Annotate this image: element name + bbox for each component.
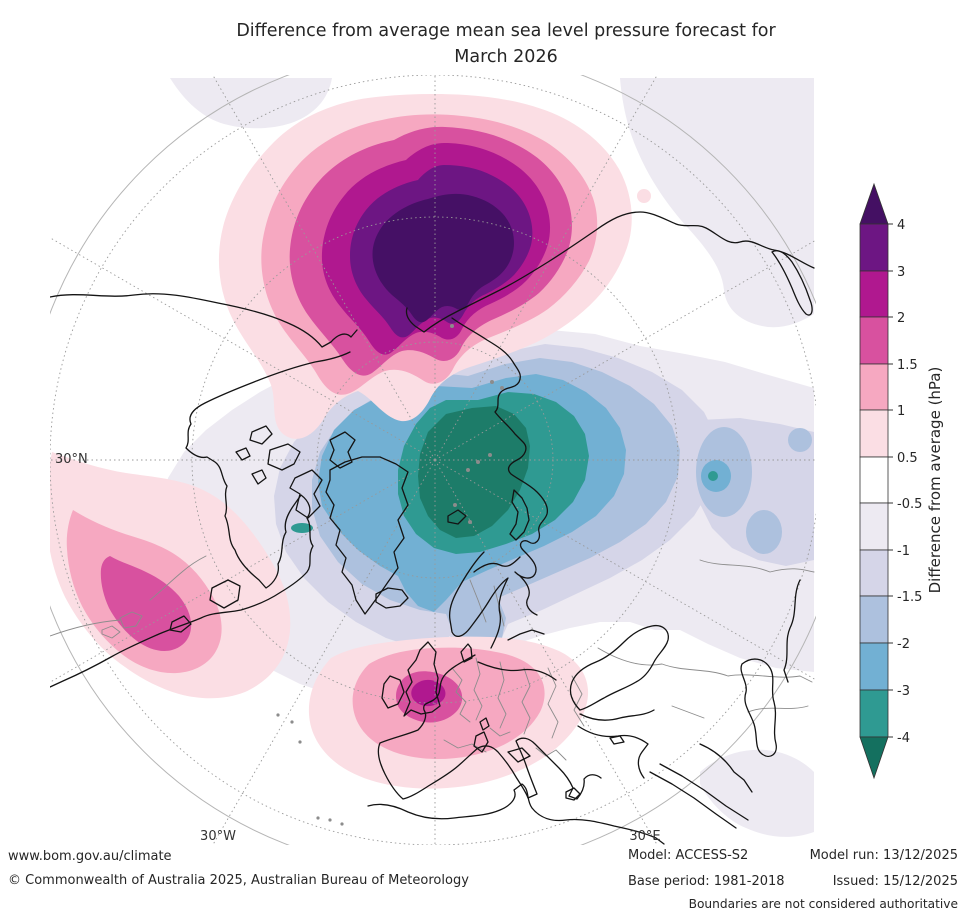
coast-scandinavia bbox=[448, 551, 509, 649]
border-us-canada bbox=[50, 555, 207, 637]
colorbar-tick-m2: -2 bbox=[897, 637, 910, 652]
figure-title-line1: Difference from average mean sea level p… bbox=[236, 21, 776, 41]
contour-negative-0p5-topleft bbox=[170, 78, 332, 129]
footer-disclaimer: Boundaries are not considered authoritat… bbox=[689, 897, 958, 911]
contour-negative-0p5-topright bbox=[620, 78, 814, 328]
footer: www.bom.gov.au/climate © Commonwealth of… bbox=[8, 848, 958, 911]
border-europe bbox=[443, 657, 585, 761]
contour-negative-0p5-bottomright bbox=[700, 749, 814, 837]
contour-negative-3-baffin bbox=[291, 523, 313, 533]
coast-sicily bbox=[507, 747, 531, 763]
figure-title-line2: March 2026 bbox=[454, 47, 557, 67]
colorbar-tick-0p5: 0.5 bbox=[897, 451, 918, 466]
colorbar-axis-label: Difference from average (hPa) bbox=[926, 367, 944, 594]
lon-label-30w: 30°W bbox=[200, 829, 236, 844]
coast-sardinia-corsica bbox=[473, 717, 490, 753]
border-great-lakes bbox=[101, 611, 143, 639]
footer-issued: Issued: 15/12/2025 bbox=[833, 874, 958, 889]
colorbar-band-1p5-2 bbox=[859, 316, 889, 365]
colorbar-band-m1-m1p5 bbox=[859, 549, 889, 597]
colorbar-arrow-top bbox=[859, 182, 889, 225]
colorbar-band-m0p5-m1 bbox=[859, 502, 889, 551]
coast-nova-scotia bbox=[169, 615, 192, 633]
contour-negative-4-core bbox=[418, 406, 530, 538]
colorbar-band-m1p5-m2 bbox=[859, 595, 889, 644]
coast-kamchatka bbox=[771, 250, 813, 316]
coast-newfoundland bbox=[209, 579, 241, 609]
colorbar-band-3-4 bbox=[859, 223, 889, 272]
colorbar-band-2-3 bbox=[859, 270, 889, 318]
coast-cyprus bbox=[609, 735, 625, 745]
coast-arctic-islands bbox=[235, 425, 356, 519]
colorbar-tick-3: 3 bbox=[897, 265, 905, 280]
coast-west-europe bbox=[377, 654, 602, 800]
colorbar-tick-m4: -4 bbox=[897, 731, 910, 746]
coast-greenland bbox=[325, 456, 409, 615]
colorbar-tick-m0p5: -0.5 bbox=[897, 497, 922, 512]
footer-model: Model: ACCESS-S2 bbox=[628, 848, 748, 863]
coast-kola-whitesea bbox=[473, 556, 538, 616]
coast-turkey-levant bbox=[577, 709, 655, 779]
coastlines bbox=[50, 211, 815, 845]
contour-negative-3-balkhash bbox=[708, 471, 718, 481]
footer-model-run: Model run: 13/12/2025 bbox=[810, 848, 958, 863]
colorbar-arrow-bottom bbox=[859, 736, 889, 780]
colorbar-band-0p5-1 bbox=[859, 409, 889, 458]
coast-ne-siberia bbox=[405, 211, 815, 333]
border-russia-asia bbox=[597, 559, 815, 719]
small-islands bbox=[276, 324, 504, 826]
coast-svalbard bbox=[447, 509, 467, 525]
coast-siberia-arctic bbox=[451, 317, 549, 579]
lon-label-30e: 30°E bbox=[629, 829, 660, 844]
colorbar-band-1-1p5 bbox=[859, 363, 889, 411]
colorbar-tick-m1p5: -1.5 bbox=[897, 590, 922, 605]
contour-0p5-dot-ne bbox=[637, 189, 651, 203]
colorbar-band-m3-m4 bbox=[859, 689, 889, 738]
coast-red-sea bbox=[649, 763, 749, 829]
coast-ireland bbox=[381, 675, 405, 709]
coast-great-britain bbox=[403, 641, 441, 717]
coast-baltic bbox=[477, 629, 557, 681]
footer-website: www.bom.gov.au/climate bbox=[8, 849, 172, 864]
coast-north-america bbox=[50, 293, 358, 688]
footer-copyright: © Commonwealth of Australia 2025, Austra… bbox=[8, 873, 469, 888]
colorbar-band-m2-m3 bbox=[859, 642, 889, 691]
colorbar: 4 3 2 1.5 1 0.5 -0.5 -1 -1.5 -2 -3 -4 Di… bbox=[859, 182, 944, 780]
colorbar-band-white bbox=[859, 456, 889, 504]
coast-north-africa bbox=[367, 783, 665, 845]
contour-arctic-4 bbox=[372, 193, 514, 323]
colorbar-tick-1p5: 1.5 bbox=[897, 358, 918, 373]
colorbar-tick-m3: -3 bbox=[897, 684, 910, 699]
coast-novaya-zemlya bbox=[509, 489, 530, 541]
colorbar-ticks bbox=[888, 223, 893, 738]
coast-gulf-arabia bbox=[699, 579, 801, 793]
coast-denmark bbox=[460, 643, 473, 663]
footer-base-period: Base period: 1981-2018 bbox=[628, 874, 785, 889]
colorbar-tick-m1: -1 bbox=[897, 544, 910, 559]
coast-iceland bbox=[375, 587, 409, 609]
coast-black-sea bbox=[569, 624, 669, 711]
coast-caspian bbox=[740, 658, 777, 758]
country-borders bbox=[50, 555, 815, 761]
colorbar-tick-2: 2 bbox=[897, 311, 905, 326]
colorbar-tick-4: 4 bbox=[897, 218, 905, 233]
contour-negative-1p5-patch-3 bbox=[788, 428, 812, 452]
lat-label-30n: 30°N bbox=[55, 452, 88, 467]
coast-greece bbox=[565, 787, 581, 801]
contour-negative-1p5-patch-2 bbox=[746, 510, 782, 554]
colorbar-tick-1: 1 bbox=[897, 404, 905, 419]
